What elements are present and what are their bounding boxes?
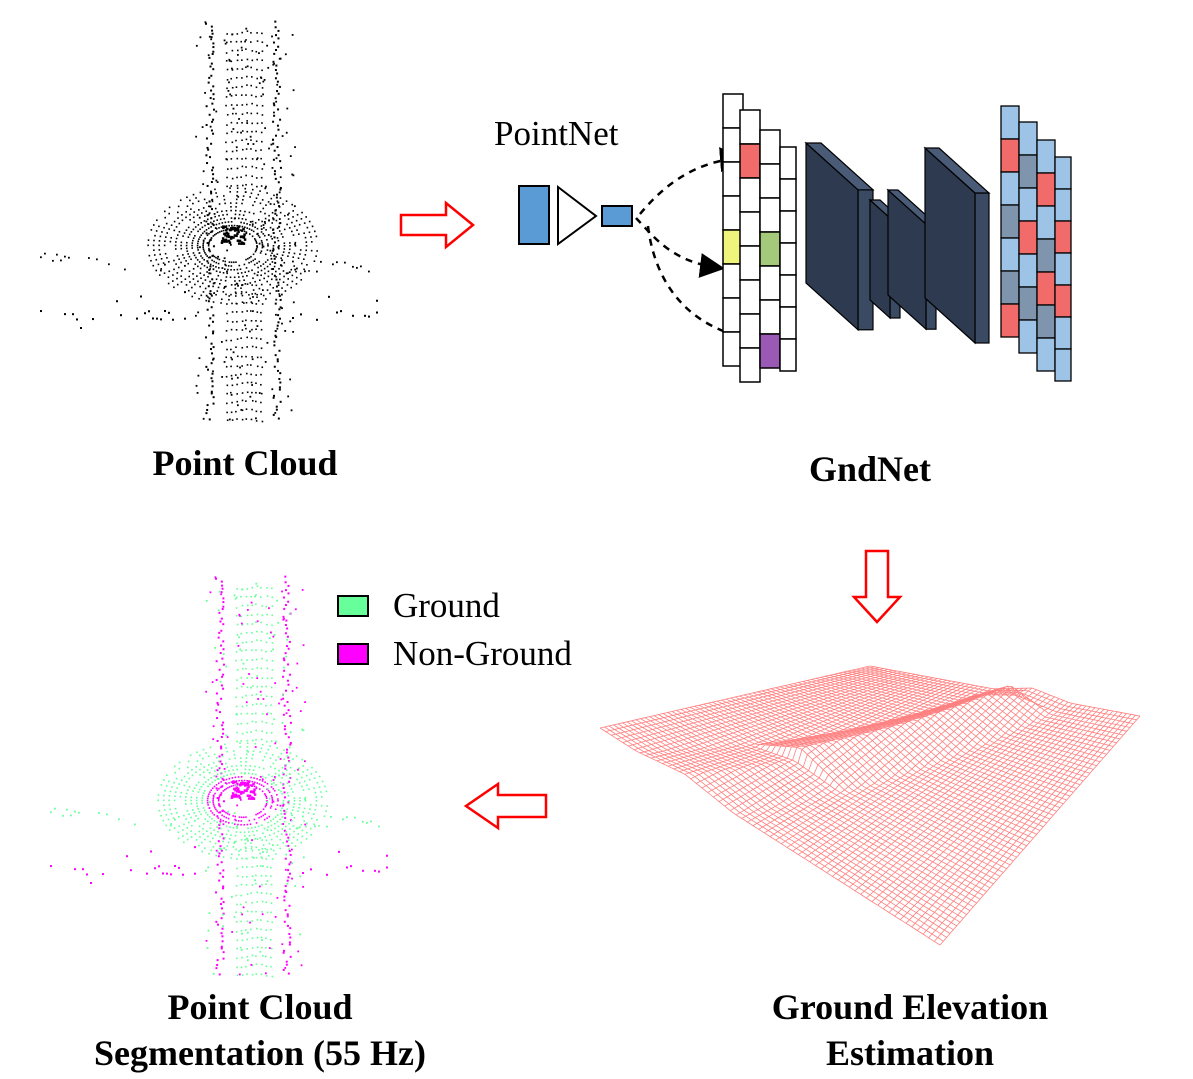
- caption-elevation-line2: Estimation: [825, 1033, 994, 1073]
- caption-point-cloud-text: Point Cloud: [152, 443, 338, 483]
- pointnet-triangle: [557, 184, 598, 246]
- cnn-blocks: [804, 141, 991, 345]
- caption-segmentation: Point Cloud Segmentation (55 Hz): [40, 984, 480, 1076]
- caption-gndnet-text: GndNet: [808, 449, 931, 489]
- scatter-arrow-1: [639, 147, 745, 215]
- caption-gndnet: GndNet: [720, 446, 1020, 492]
- pointnet-feature-block: [601, 205, 633, 227]
- ground-elevation-mesh: [599, 665, 1141, 946]
- point-cloud-segmented: [50, 575, 388, 978]
- input-grid-stack: [722, 93, 797, 383]
- flow-arrow-right: [399, 200, 475, 250]
- caption-segmentation-line1: Point Cloud: [167, 987, 353, 1027]
- pointnet-input-block: [518, 185, 550, 245]
- caption-elevation: Ground Elevation Estimation: [720, 984, 1100, 1076]
- caption-elevation-line1: Ground Elevation: [771, 987, 1049, 1027]
- flow-arrow-left: [463, 781, 548, 831]
- legend-non-ground: Non-Ground: [337, 634, 572, 674]
- output-grid-stack: [1000, 105, 1072, 382]
- caption-point-cloud: Point Cloud: [90, 440, 400, 486]
- pointnet-label: PointNet: [494, 114, 619, 153]
- legend-ground: Ground: [337, 586, 500, 626]
- caption-segmentation-line2: Segmentation (55 Hz): [94, 1033, 426, 1073]
- scatter-arrow-2: [635, 217, 725, 278]
- point-cloud-top: [40, 20, 378, 423]
- flow-arrow-down: [851, 549, 903, 624]
- legend-non-ground-label: Non-Ground: [393, 634, 572, 673]
- legend-non-ground-swatch: [337, 643, 369, 665]
- legend-ground-swatch: [337, 595, 369, 617]
- legend-ground-label: Ground: [393, 586, 500, 625]
